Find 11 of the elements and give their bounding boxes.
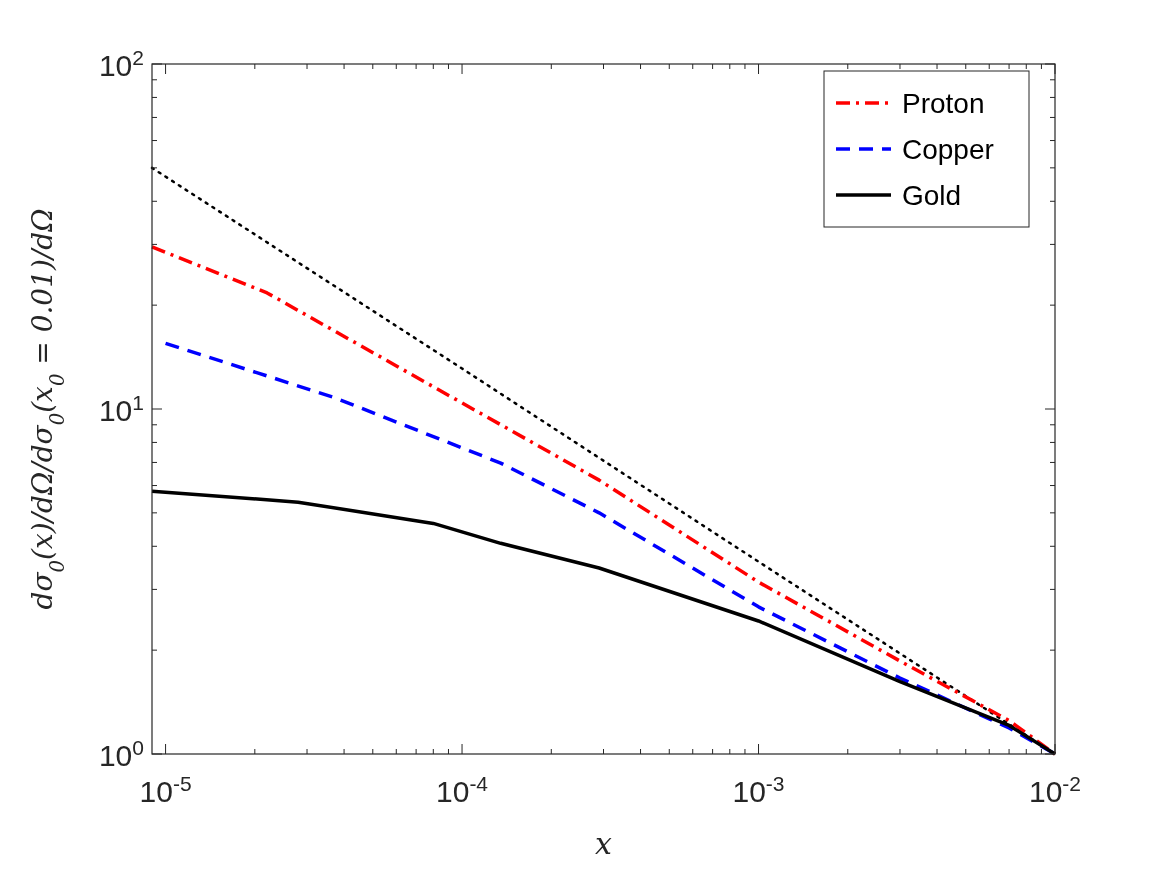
y-tick-label: 10$^{1}$ <box>98 390 144 427</box>
legend-label: Copper <box>902 134 994 165</box>
x-tick-label: 10$^{-2}$ <box>1028 771 1082 808</box>
x-axis-title: x <box>595 826 613 861</box>
x-tick-label: 10$^{-3}$ <box>732 771 785 808</box>
x-tick-label: 10$^{-5}$ <box>139 771 192 808</box>
y-tick-label: 10$^{0}$ <box>98 735 144 772</box>
legend-label: Proton <box>902 88 985 119</box>
y-tick-label: 10$^{2}$ <box>98 45 144 82</box>
legend-label: Gold <box>902 180 962 211</box>
x-tick-label: 10$^{-4}$ <box>436 771 489 808</box>
